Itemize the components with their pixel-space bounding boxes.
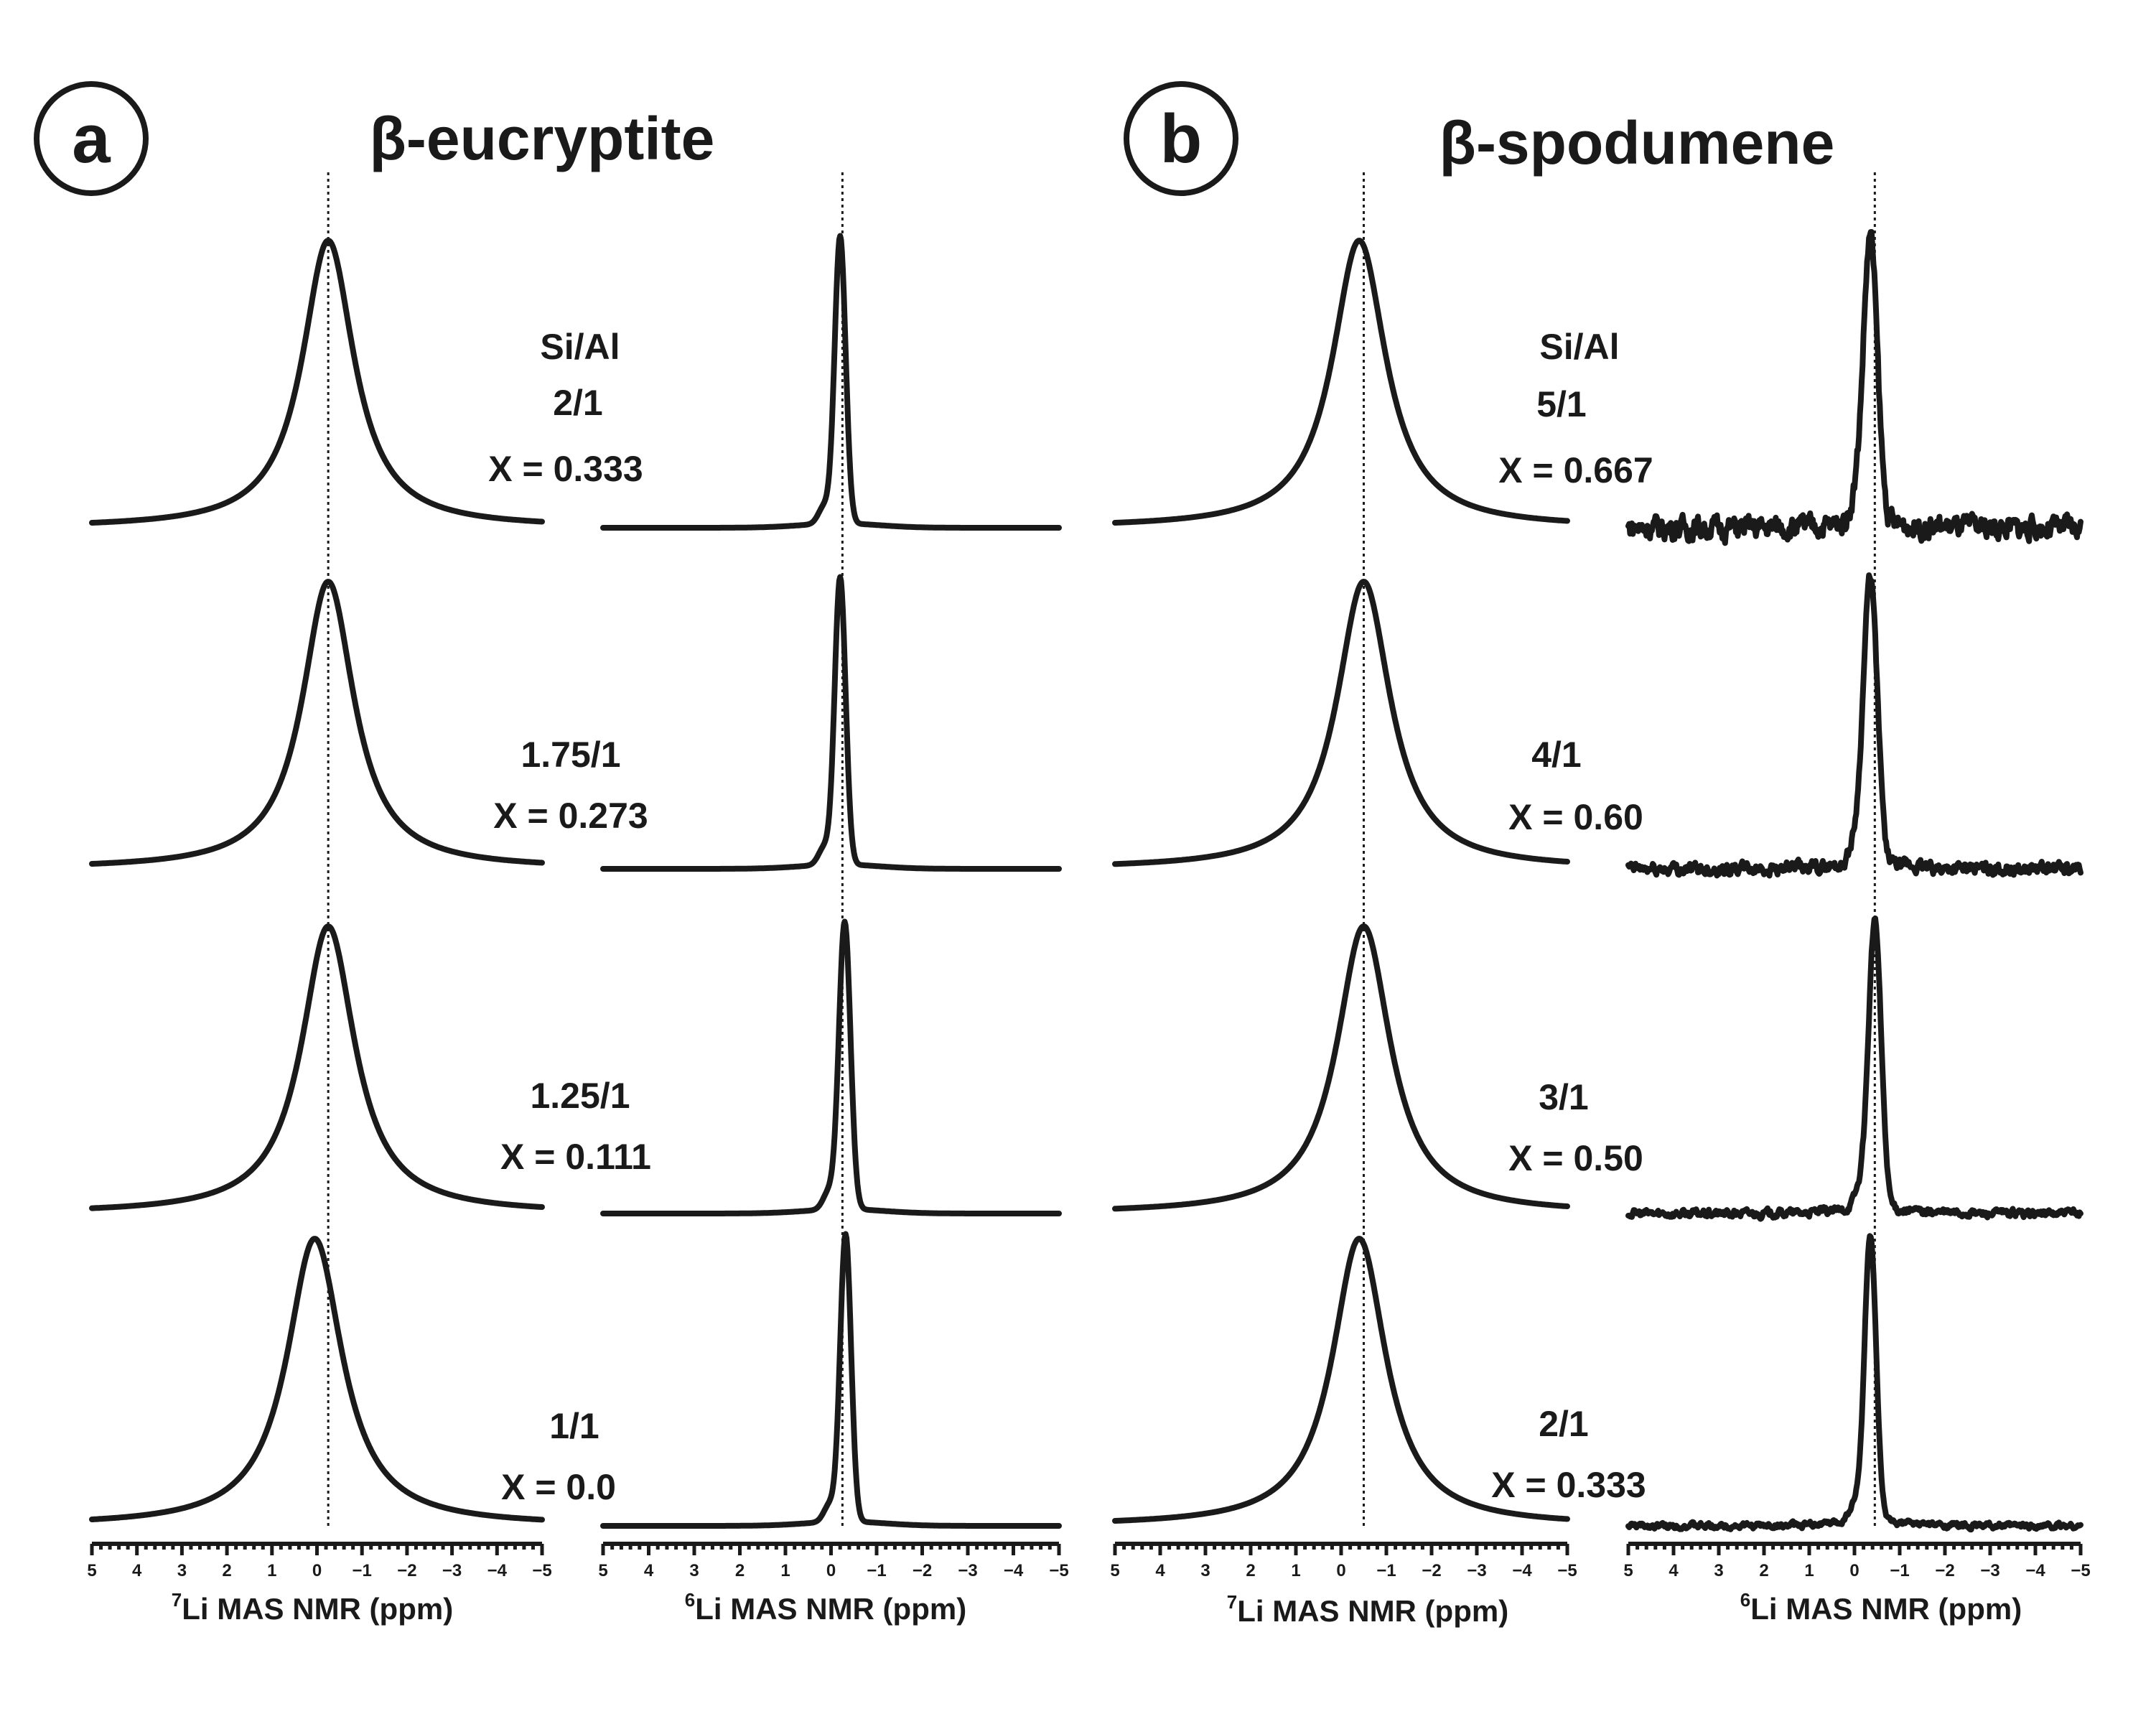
panel-b-6Li-spectrum-3 (1625, 916, 2083, 1222)
panel-b-7Li-tick-label: 4 (1155, 1561, 1165, 1580)
panel-a-7Li-tick-label: −5 (532, 1561, 551, 1580)
panel-b-6Li-spectrum-2 (1625, 572, 2083, 879)
panel-a-6Li-tick-label: 1 (780, 1561, 790, 1580)
panel-b-6li-axis-title: 6Li MAS NMR (ppm) (1740, 1589, 2022, 1626)
panel-b-circle (1124, 81, 1238, 196)
panel-b-7Li-tick-label: −5 (1557, 1561, 1577, 1580)
panel-a-7Li-tick-label: −3 (442, 1561, 462, 1580)
panel-b-7Li-tick-label: 2 (1246, 1561, 1255, 1580)
panel-a-6Li-tick-label: 3 (689, 1561, 699, 1580)
panel-a-row2-ratio: 1.75/1 (521, 735, 620, 775)
panel-b-7li-axis-title: 7Li MAS NMR (ppm) (1227, 1591, 1508, 1628)
panel-b-letter: b (1160, 101, 1203, 177)
panel-a-7li-axis-title: 7Li MAS NMR (ppm) (172, 1589, 453, 1626)
panel-b-row2-composition: X = 0.60 (1508, 797, 1643, 837)
panel-b-6Li-tick-label: −1 (1890, 1561, 1909, 1580)
panel-a-7Li-tick-label: −1 (353, 1561, 372, 1580)
panel-b-6Li-tick-label: 0 (1849, 1561, 1859, 1580)
panel-b-6li-axis-label: Li MAS NMR (ppm) (1750, 1592, 2022, 1626)
panel-b-row3-ratio: 3/1 (1539, 1077, 1589, 1117)
panel-b-row1-header: Si/Al (1539, 327, 1619, 367)
panel-a-row4-composition: X = 0.0 (501, 1467, 616, 1507)
panel-b-row4-ratio: 2/1 (1539, 1404, 1589, 1444)
panel-b-7Li-tick-label: 1 (1291, 1561, 1300, 1580)
panel-b-7Li-tick-label: −3 (1467, 1561, 1486, 1580)
panel-b-7Li-spectrum-2 (1112, 579, 1570, 867)
panel-b-7Li-tick-label: −2 (1422, 1561, 1441, 1580)
panel-b-6Li-tick-label: −2 (1935, 1561, 1954, 1580)
panel-a-row4-ratio: 1/1 (549, 1406, 599, 1446)
panel-b-7Li-spectrum-1 (1112, 238, 1570, 526)
panel-b-row1-composition: X = 0.667 (1498, 450, 1653, 490)
panel-a-7Li-tick-label: 4 (132, 1561, 142, 1580)
panel-b-6Li-tick-label: 3 (1714, 1561, 1723, 1580)
panel-b-7Li-tick-label: 3 (1200, 1561, 1210, 1580)
panel-a-7Li-tick-label: −4 (487, 1561, 508, 1580)
panel-b-6Li-tick-label: −4 (2025, 1561, 2045, 1580)
spectra-layer (89, 172, 2083, 1533)
panel-b-title: β-spodumene (1439, 109, 1835, 177)
panel-b-row3-composition: X = 0.50 (1508, 1138, 1643, 1178)
panel-a-circle (34, 81, 149, 196)
panel-b-6Li-tick-label: 4 (1669, 1561, 1679, 1580)
panel-a-7li-axis-label: Li MAS NMR (ppm) (182, 1592, 453, 1626)
panel-a-6Li-spectrum-4 (600, 1231, 1062, 1529)
panel-b-7Li-tick-label: 0 (1336, 1561, 1345, 1580)
panel-b-row1-ratio: 5/1 (1536, 384, 1587, 424)
panel-b-6Li-tick-label: −5 (2071, 1561, 2090, 1580)
panel-a-7Li-tick-label: 2 (222, 1561, 231, 1580)
panel-a-7li-axis-superscript: 7 (172, 1589, 182, 1611)
panel-a-row1-header: Si/Al (540, 327, 620, 367)
panel-b-7li-axis-superscript: 7 (1227, 1591, 1237, 1613)
panel-a-6Li-tick-label: 5 (598, 1561, 607, 1580)
panel-a-7Li-spectrum-3 (89, 923, 545, 1211)
panel-a-row1-ratio: 2/1 (553, 383, 603, 423)
panel-a-6li-axis-superscript: 6 (685, 1589, 695, 1611)
panel-a-6Li-tick-label: −3 (958, 1561, 977, 1580)
panel-b-row4-composition: X = 0.333 (1491, 1465, 1646, 1505)
panel-b-6Li-tick-label: −3 (1980, 1561, 1999, 1580)
panel-a-6Li-tick-label: −1 (867, 1561, 886, 1580)
panel-b-6Li-tick-label: 5 (1623, 1561, 1633, 1580)
panel-b-6Li-tick-label: 2 (1759, 1561, 1768, 1580)
panel-a-6Li-spectrum-1 (600, 233, 1062, 531)
panel-a-row1-composition: X = 0.333 (488, 449, 643, 489)
panel-a-7Li-tick-label: −2 (397, 1561, 416, 1580)
panel-a-6Li-tick-label: 0 (826, 1561, 836, 1580)
panel-b-7Li-tick-label: −1 (1376, 1561, 1396, 1580)
panel-a-letter: a (72, 101, 111, 177)
panel-a-6Li-tick-label: −2 (913, 1561, 932, 1580)
panel-a-6Li-tick-label: 4 (644, 1561, 654, 1580)
panel-b-7Li-tick-label: −4 (1512, 1561, 1532, 1580)
panel-b-7Li-spectrum-3 (1112, 923, 1570, 1212)
panel-a-6li-axis-title: 6Li MAS NMR (ppm) (685, 1589, 966, 1626)
panel-b-7Li-spectrum-4 (1112, 1236, 1570, 1524)
panel-a-7Li-tick-label: 3 (177, 1561, 187, 1580)
panel-b-6Li-spectrum-1 (1625, 229, 2083, 546)
axes-layer: 5 4 3 2 1 0 −1 −2 −3 −4 −5 5 4 3 2 1 0 −1 −2 −3 −4 −5 5 4 3 2 1 0 −1… (87, 1542, 2091, 1580)
panel-a-row3-composition: X = 0.111 (500, 1137, 651, 1177)
panel-a-6Li-tick-label: 2 (735, 1561, 745, 1580)
panel-a-7Li-tick-label: 1 (267, 1561, 276, 1580)
panel-a-7Li-tick-label: 5 (87, 1561, 96, 1580)
panel-b-6Li-tick-label: 1 (1804, 1561, 1814, 1580)
panel-a-7Li-spectrum-2 (89, 579, 545, 867)
panel-a-6Li-tick-label: −4 (1004, 1561, 1024, 1580)
panel-b-6li-axis-superscript: 6 (1740, 1589, 1750, 1611)
panel-a-7Li-tick-label: 0 (312, 1561, 322, 1580)
panel-a-6Li-spectrum-2 (600, 574, 1062, 872)
panel-a-7Li-spectrum-4 (89, 1236, 545, 1523)
panel-b-7li-axis-label: Li MAS NMR (ppm) (1237, 1594, 1508, 1628)
panel-b-6Li-spectrum-4 (1625, 1233, 2083, 1533)
panel-a-6li-axis-label: Li MAS NMR (ppm) (695, 1592, 966, 1626)
panel-b-7Li-tick-label: 5 (1110, 1561, 1119, 1580)
panel-a-6Li-spectrum-3 (600, 918, 1062, 1216)
panel-a-7Li-spectrum-1 (89, 238, 545, 526)
panel-a-row2-composition: X = 0.273 (493, 796, 648, 836)
panel-b-row2-ratio: 4/1 (1531, 735, 1582, 775)
panel-a-title: β-eucryptite (370, 105, 715, 172)
panel-a-row3-ratio: 1.25/1 (530, 1076, 630, 1116)
panel-a-6Li-tick-label: −5 (1049, 1561, 1068, 1580)
